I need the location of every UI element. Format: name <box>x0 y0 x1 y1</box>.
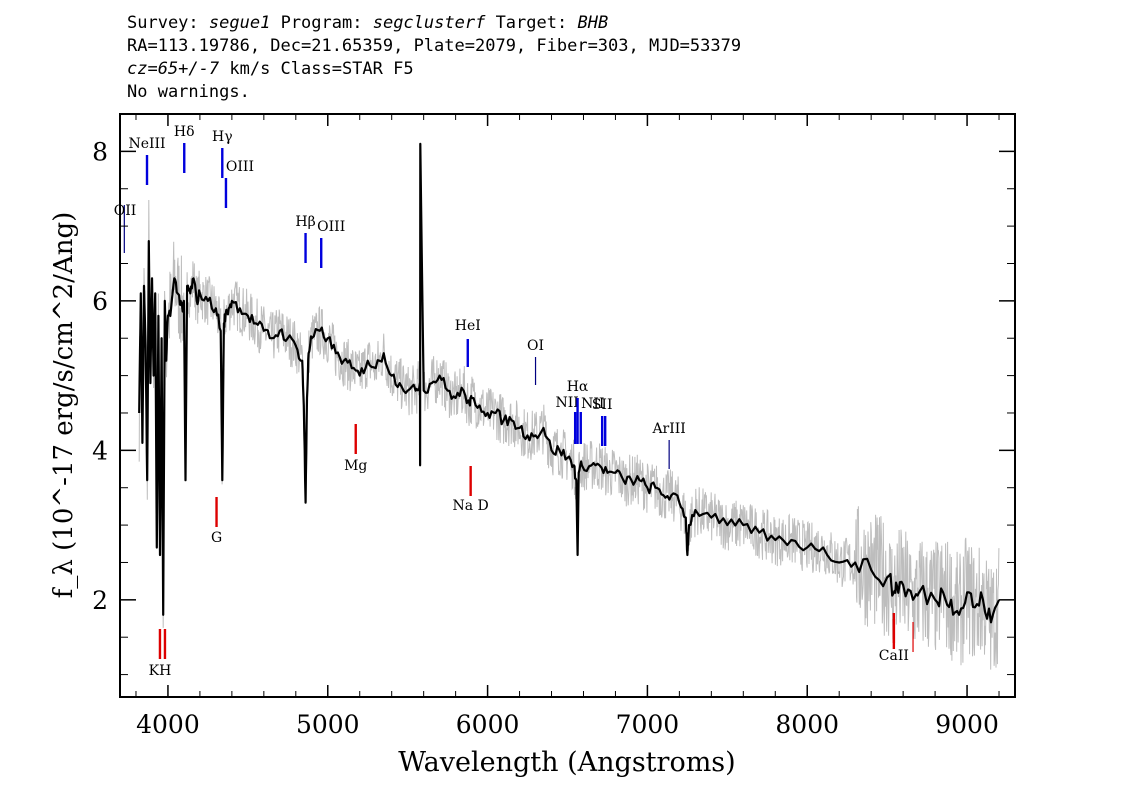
x-tick-label: 7000 <box>616 710 680 739</box>
line-marker-neiii-1: NeIII <box>128 136 166 185</box>
x-tick-label: 8000 <box>775 710 839 739</box>
flux-line <box>138 142 1001 624</box>
x-tick-label: 6000 <box>456 710 520 739</box>
header-line-1: Survey: segue1 Program: segclusterf Targ… <box>127 12 741 35</box>
target-label: Target: <box>495 13 568 33</box>
x-tick-label: 9000 <box>935 710 999 739</box>
flux-series <box>138 142 1001 624</box>
line-label: OIII <box>226 159 254 175</box>
spectrum-header: Survey: segue1 Program: segclusterf Targ… <box>127 12 741 104</box>
line-label: NII <box>556 395 579 411</box>
line-label: Mg <box>344 458 367 474</box>
line-label: SII <box>592 397 613 413</box>
y-axis-label: f_λ (10^-17 erg/s/cm^2/Ang) <box>49 212 79 598</box>
line-label: OI <box>527 338 544 354</box>
y-tick-label: 2 <box>92 586 108 615</box>
target-value: BHB <box>577 13 609 33</box>
y-tick-label: 8 <box>92 137 108 166</box>
x-axis-label: Wavelength (Angstroms) <box>398 747 735 778</box>
line-label: Hγ <box>212 129 233 145</box>
line-label: Na D <box>453 498 489 514</box>
line-marker-oiii-6: OIII <box>317 219 345 268</box>
line-marker-g-14: G <box>211 497 222 546</box>
redshift-value: cz=65+/-7 <box>127 59 220 79</box>
line-marker-na-d-16: Na D <box>453 466 489 514</box>
line-marker-oi-8: OI <box>527 338 544 385</box>
line-marker-ariii-13: ArIII <box>651 421 686 469</box>
line-marker-nii-11: NII <box>579 396 604 444</box>
line-label: OII <box>114 203 137 219</box>
error-trace <box>138 160 1000 670</box>
line-label: Hα <box>567 379 589 395</box>
header-line-4: No warnings. <box>127 82 250 102</box>
line-label: CaII <box>879 648 909 664</box>
header-line-2: RA=113.19786, Dec=21.65359, Plate=2079, … <box>127 36 742 56</box>
line-marker-h--2: Hδ <box>174 124 195 173</box>
line-marker-oiii-4: OIII <box>224 159 254 208</box>
y-tick-label: 4 <box>92 436 108 465</box>
x-tick-label: 4000 <box>136 710 200 739</box>
line-label: NeIII <box>128 136 165 152</box>
line-marker-h--10: Hα <box>567 379 589 444</box>
program-label: Program: <box>280 13 363 33</box>
line-label: NII <box>581 396 604 412</box>
header-line-3: cz=65+/-7 km/s Class=STAR F5 <box>127 58 741 81</box>
program-value: segclusterf <box>372 13 486 33</box>
line-label: Hβ <box>295 214 315 230</box>
y-axis-label-text: f_λ (10^-17 erg/s/cm^2/Ang) <box>49 212 79 598</box>
line-marker-mg-15: Mg <box>344 424 367 474</box>
y-tick-label: 6 <box>92 287 108 316</box>
plot-frame <box>119 113 1016 698</box>
line-label: Hδ <box>174 124 195 140</box>
line-label: ArIII <box>651 421 685 437</box>
line-label: OIII <box>317 219 345 235</box>
class-text: km/s Class=STAR F5 <box>219 59 414 79</box>
line-marker-hei-7: HeI <box>455 318 481 367</box>
line-label: G <box>211 530 222 546</box>
error-band <box>138 160 1000 670</box>
line-marker-nii-9: NII <box>556 395 579 444</box>
line-label: KH <box>149 663 172 679</box>
line-marker-h--5: Hβ <box>295 214 316 263</box>
axis-ticks: 4000 5000 6000 7000 8000 9000 2 4 6 8 <box>92 114 1015 739</box>
line-label: HeI <box>455 318 481 334</box>
line-marker-oii-0: OII <box>114 203 137 253</box>
line-marker-kh-17: KH <box>149 629 172 679</box>
survey-label: Survey: <box>127 13 199 33</box>
line-marker-h--3: Hγ <box>212 129 233 178</box>
x-tick-label: 5000 <box>296 710 360 739</box>
line-marker-caii-18: CaII <box>879 613 914 664</box>
line-marker-sii-12: SII <box>592 397 613 446</box>
survey-value: segue1 <box>208 13 271 33</box>
